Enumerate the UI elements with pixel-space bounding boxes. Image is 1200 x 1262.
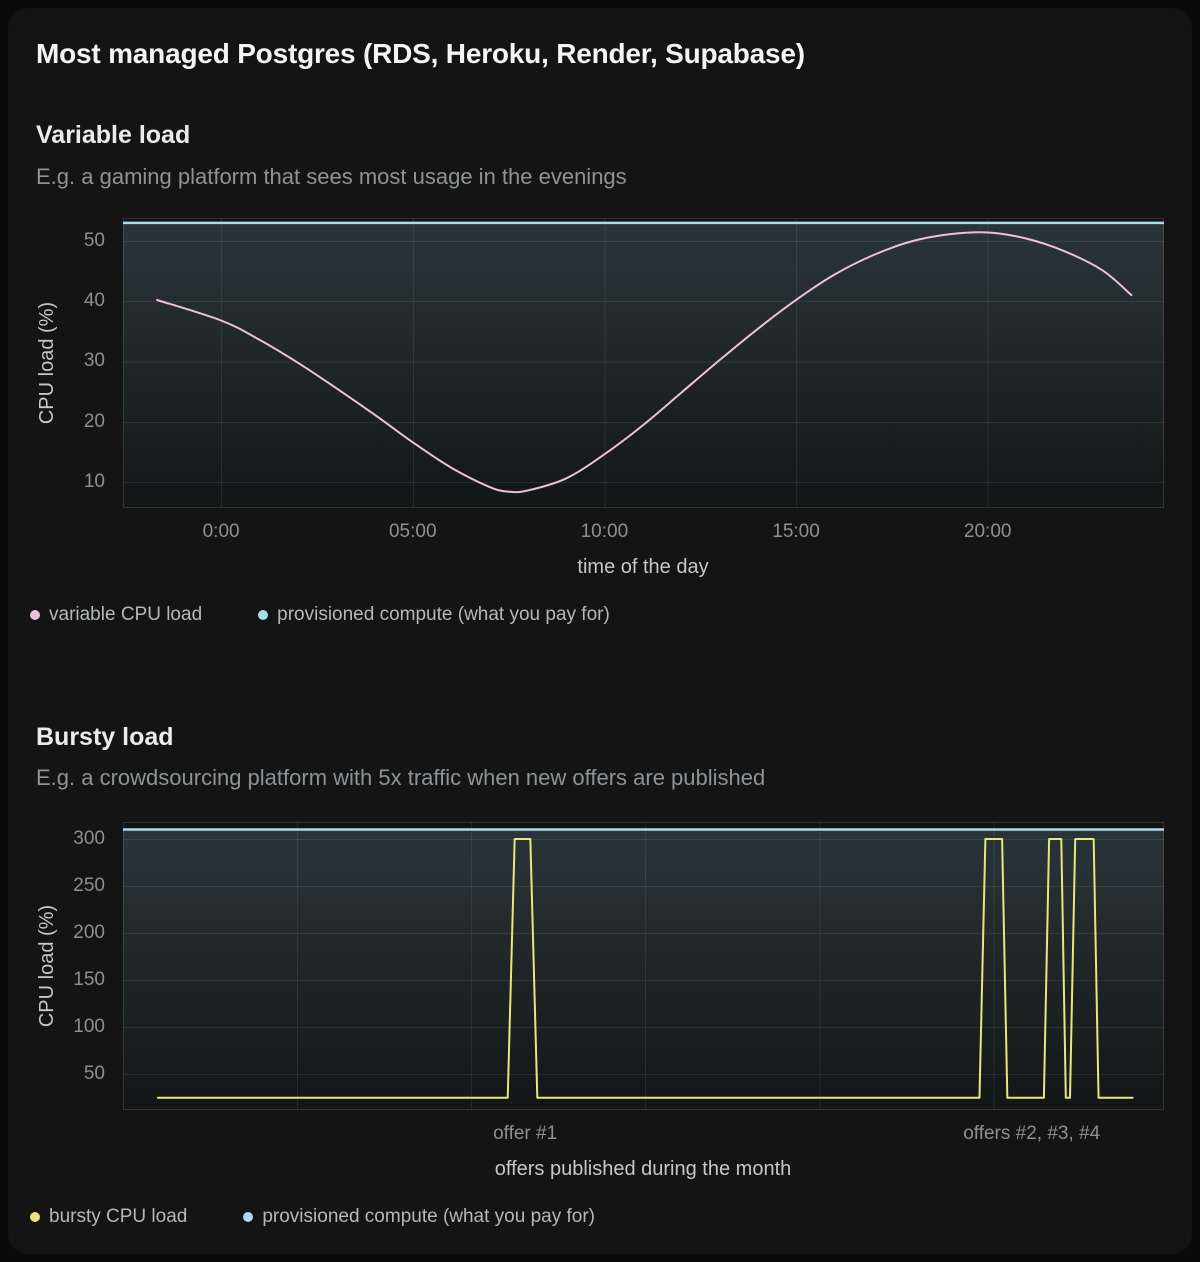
legend-item-provisioned-compute: provisioned compute (what you pay for) — [243, 1206, 595, 1228]
y-tick-label: 250 — [73, 875, 105, 896]
y-tick-label: 50 — [83, 1063, 105, 1085]
chart-canvas — [123, 822, 1164, 1110]
y-tick-label: 30 — [83, 350, 105, 372]
variable-load-subtitle: E.g. a gaming platform that sees most us… — [36, 164, 627, 189]
x-tick-label: 10:00 — [580, 521, 629, 542]
legend-item-provisioned-compute: provisioned compute (what you pay for) — [258, 604, 610, 626]
y-tick-label: 200 — [73, 922, 105, 944]
variable-load-x-axis-title: time of the day — [577, 556, 709, 578]
legend-label: provisioned compute (what you pay for) — [262, 1206, 596, 1227]
page-title: Most managed Postgres (RDS, Heroku, Rend… — [36, 38, 805, 69]
bursty-load-title: Bursty load — [36, 723, 174, 751]
bursty-cpu-load-marker-icon — [30, 1212, 40, 1222]
y-tick-label: 300 — [73, 827, 105, 849]
bursty-load-legend: bursty CPU load provisioned compute (wha… — [30, 1206, 595, 1228]
legend-label: provisioned compute (what you pay for) — [277, 604, 610, 625]
legend-item-bursty-cpu-load: bursty CPU load — [30, 1206, 187, 1228]
bursty-load-plot — [123, 822, 1164, 1110]
y-tick-label: 10 — [83, 471, 105, 493]
provisioned-compute-marker-icon — [258, 610, 269, 620]
y-tick-label: 40 — [83, 290, 105, 312]
legend-item-variable-cpu-load: variable CPU load — [30, 604, 202, 626]
chart-canvas — [123, 218, 1164, 508]
bursty-load-x-axis-title: offers published during the month — [494, 1158, 792, 1180]
x-tick-label: 05:00 — [388, 521, 437, 542]
legend-label: variable CPU load — [49, 604, 203, 625]
provisioned-compute-marker-icon — [243, 1212, 254, 1222]
x-tick-label: offer #1 — [493, 1123, 558, 1144]
x-tick-label: 20:00 — [963, 521, 1012, 542]
y-tick-label: 150 — [73, 969, 105, 991]
y-tick-label: 50 — [83, 229, 105, 251]
x-tick-label: offers #2, #3, #4 — [963, 1123, 1101, 1144]
variable-load-legend: variable CPU load provisioned compute (w… — [30, 604, 610, 626]
y-tick-label: 20 — [83, 410, 105, 432]
variable-load-plot — [123, 218, 1164, 508]
x-tick-label: 0:00 — [202, 521, 240, 542]
x-tick-label: 15:00 — [772, 521, 820, 542]
variable-load-title: Variable load — [36, 121, 191, 149]
bursty-load-subtitle: E.g. a crowdsourcing platform with 5x tr… — [36, 765, 766, 790]
y-tick-label: 100 — [73, 1016, 105, 1038]
legend-label: bursty CPU load — [49, 1206, 188, 1227]
variable-cpu-load-marker-icon — [30, 610, 40, 620]
